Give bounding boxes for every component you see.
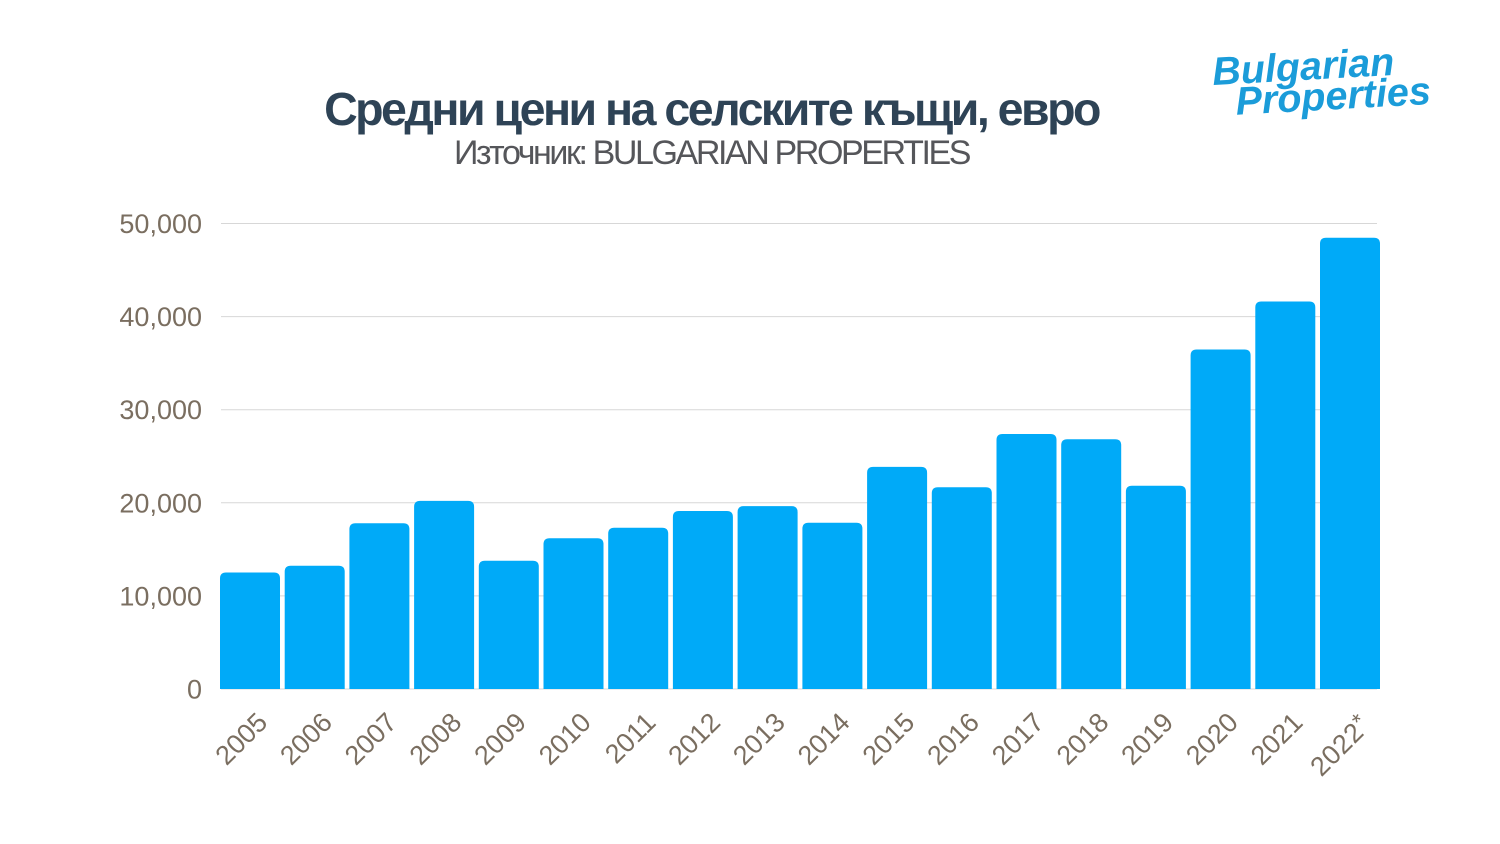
svg-text:2022*: 2022* [1302, 708, 1376, 782]
svg-text:2016: 2016 [921, 707, 985, 771]
svg-text:30,000: 30,000 [119, 395, 202, 425]
svg-text:2008: 2008 [404, 707, 468, 771]
svg-text:2019: 2019 [1115, 707, 1179, 771]
svg-text:2014: 2014 [792, 707, 856, 771]
svg-text:2021: 2021 [1245, 707, 1309, 771]
svg-text:2005: 2005 [210, 707, 274, 771]
svg-text:2007: 2007 [339, 707, 403, 771]
svg-text:2006: 2006 [274, 707, 338, 771]
svg-text:2020: 2020 [1180, 707, 1244, 771]
svg-text:2017: 2017 [986, 707, 1050, 771]
svg-text:50,000: 50,000 [119, 209, 202, 239]
svg-text:0: 0 [187, 675, 202, 705]
svg-text:2015: 2015 [857, 707, 921, 771]
svg-text:2018: 2018 [1051, 707, 1115, 771]
svg-text:2009: 2009 [468, 707, 532, 771]
svg-text:10,000: 10,000 [119, 581, 202, 611]
svg-text:2013: 2013 [727, 707, 791, 771]
svg-text:2012: 2012 [662, 707, 726, 771]
svg-text:40,000: 40,000 [119, 302, 202, 332]
svg-text:2011: 2011 [599, 707, 661, 769]
svg-text:2010: 2010 [533, 707, 597, 771]
svg-text:20,000: 20,000 [119, 488, 202, 518]
